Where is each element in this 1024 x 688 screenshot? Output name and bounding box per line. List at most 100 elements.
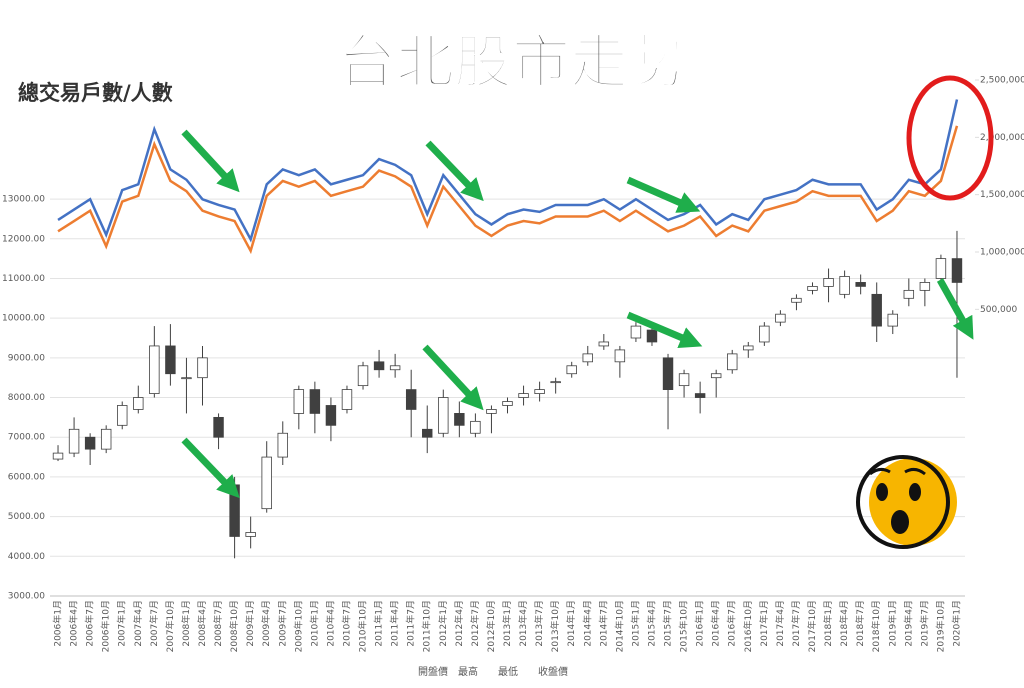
x-tick-label: 2016年7月 [726, 600, 738, 647]
candle-body [951, 258, 963, 283]
x-tick-label: 2012年4月 [453, 600, 465, 647]
candle-body [694, 393, 706, 398]
candle-body [100, 428, 112, 450]
y2-tick-label: 500,000 [980, 305, 1017, 315]
x-tick-label: 2007年7月 [148, 600, 160, 647]
x-tick-label: 2013年1月 [501, 600, 513, 647]
x-tick-label: 2010年7月 [340, 600, 352, 647]
x-tick-label: 2017年1月 [758, 600, 770, 647]
candle-body [405, 389, 417, 410]
candle-body [807, 285, 818, 291]
candle-body [630, 325, 642, 339]
candle-body [710, 373, 722, 379]
x-tick-label: 2009年1月 [244, 600, 256, 647]
candle-body [438, 397, 449, 434]
candle-body [598, 341, 610, 347]
candle-body [229, 484, 240, 537]
x-tick-label: 2016年1月 [694, 600, 706, 647]
legend-label: 最高 [458, 665, 478, 678]
x-tick-label: 2010年1月 [308, 600, 320, 647]
candle-body [357, 365, 369, 387]
x-tick-label: 2014年10月 [613, 600, 625, 652]
x-tick-label: 2011年7月 [405, 600, 417, 647]
line-series [57, 125, 959, 255]
chart-title: 台北股市走勢 [338, 28, 686, 96]
x-tick-label: 2011年10月 [421, 600, 433, 652]
candle-body [759, 325, 770, 343]
candle-body [309, 389, 321, 414]
x-tick-label: 2013年4月 [517, 600, 529, 647]
x-tick-label: 2009年7月 [276, 600, 288, 647]
x-tick-label: 2014年1月 [565, 600, 577, 647]
x-tick-label: 2011年1月 [373, 600, 385, 647]
x-tick-label: 2009年4月 [260, 600, 272, 647]
candle-body [903, 289, 915, 299]
x-tick-label: 2016年10月 [742, 600, 754, 652]
candle-body [261, 456, 272, 510]
x-tick-label: 2018年1月 [822, 600, 834, 647]
legend-label: 開盤價 [418, 665, 448, 678]
y-tick-label: 7000.00 [8, 433, 45, 443]
candle-body [197, 357, 208, 379]
surprised-emoji [856, 455, 957, 549]
x-tick-label: 2017年10月 [806, 600, 818, 652]
candle-body [325, 405, 337, 426]
candle-body [470, 420, 481, 434]
y-tick-label: 12000.00 [2, 234, 45, 244]
candle-body [373, 361, 385, 371]
y-tick-label: 11000.00 [2, 274, 45, 284]
x-tick-label: 2006年10月 [100, 600, 112, 652]
x-tick-label: 2017年4月 [774, 600, 786, 647]
candle-body [775, 313, 786, 323]
x-tick-label: 2010年10月 [357, 600, 369, 652]
x-tick-label: 2012年7月 [469, 600, 481, 647]
candle-body [919, 282, 931, 291]
x-tick-label: 2015年1月 [629, 600, 641, 647]
x-tick-label: 2018年4月 [838, 600, 850, 647]
candle-body [855, 282, 866, 287]
candle-body [213, 416, 224, 438]
candle-body [582, 353, 593, 363]
x-tick-label: 2019年1月 [886, 600, 898, 647]
candle-body [839, 276, 850, 295]
x-tick-label: 2012年1月 [437, 600, 449, 647]
annotation-arrows [181, 129, 974, 499]
candle-body [678, 373, 690, 387]
candle-body [149, 345, 160, 394]
candle-body [486, 409, 497, 414]
candle-body [518, 393, 529, 398]
x-tick-label: 2008年7月 [212, 600, 224, 647]
candle-body [117, 405, 128, 426]
candle-body [662, 357, 674, 391]
candle-body [614, 349, 626, 363]
chart-subtitle: 總交易戶數/人數 [18, 81, 173, 105]
x-tick-label: 2011年4月 [389, 600, 401, 647]
x-tick-label: 2018年7月 [854, 600, 866, 647]
y-tick-label: 10000.00 [2, 314, 45, 324]
candle-body [727, 353, 738, 371]
y-tick-label: 3000.00 [8, 592, 45, 602]
candle-body [791, 297, 802, 303]
candle-body [534, 389, 545, 394]
x-tick-label: 2019年7月 [918, 600, 930, 647]
x-tick-label: 2007年10月 [164, 600, 176, 652]
y-tick-label: 5000.00 [8, 512, 45, 522]
candle-body [165, 345, 176, 375]
y-tick-label: 13000.00 [2, 195, 45, 205]
x-tick-label: 2012年10月 [485, 600, 497, 652]
x-tick-label: 2015年10月 [678, 600, 690, 652]
y-tick-label: 4000.00 [8, 552, 45, 562]
candle-body [181, 377, 192, 380]
y2-tick-label: 1,000,000 [980, 248, 1024, 258]
candle-body [245, 532, 256, 537]
highlight-circle [906, 75, 994, 201]
candle-body [566, 365, 577, 375]
x-tick-label: 2018年10月 [870, 600, 882, 652]
y-tick-label: 8000.00 [8, 393, 45, 403]
x-tick-label: 2016年4月 [710, 600, 722, 647]
x-tick-label: 2006年1月 [52, 600, 64, 647]
x-tick-label: 2015年7月 [662, 600, 674, 647]
candle-body [52, 452, 64, 460]
x-tick-label: 2008年1月 [180, 600, 192, 647]
x-tick-label: 2019年4月 [902, 600, 914, 647]
